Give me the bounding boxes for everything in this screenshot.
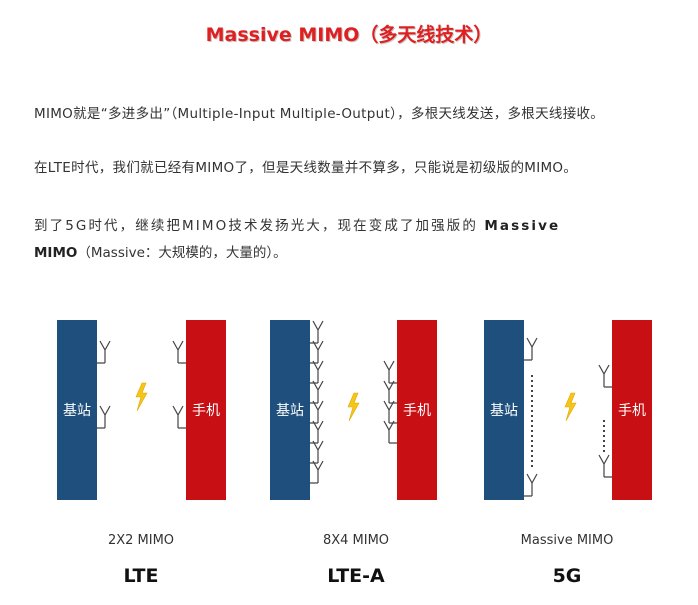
paragraph-5g-line1: 到了5G时代，继续把MIMO技术发扬光大，现在变成了加强版的 Massive — [34, 213, 666, 240]
caption-8x4-mimo: 8X4 MIMO — [322, 533, 390, 548]
lte-phone-antenna-1-icon — [172, 340, 187, 364]
paragraph-5g-suffix: （Massive：大规模的，大量的）。 — [77, 245, 287, 261]
lte-bs-antenna-1-icon — [96, 340, 111, 364]
paragraph-5g-text: 到了5G时代，继续把MIMO技术发扬光大，现在变成了加强版的 — [34, 218, 478, 234]
base-station-block-5g: 基站 — [484, 320, 524, 500]
phone-block-lte: 手机 — [186, 320, 226, 500]
lightning-icon-lte-a — [347, 392, 360, 422]
base-station-block-lte-a: 基站 — [270, 320, 310, 500]
caption-massive-mimo: Massive MIMO — [520, 533, 614, 548]
phone-block-lte-a: 手机 — [397, 320, 437, 500]
base-station-block-lte: 基站 — [57, 320, 97, 500]
paragraph-5g-era: 到了5G时代，继续把MIMO技术发扬光大，现在变成了加强版的 Massive MI… — [34, 213, 666, 267]
page-title: Massive MIMO（多天线技术） — [205, 24, 493, 46]
tech-label-5g: 5G — [552, 565, 582, 587]
5g-phone-antennas-icon — [598, 364, 613, 478]
lightning-icon-lte — [135, 382, 148, 412]
tech-label-lte-a: LTE-A — [327, 565, 385, 587]
mimo-bold: MIMO — [34, 245, 78, 261]
phone-block-5g: 手机 — [612, 320, 652, 500]
paragraph-lte-era: 在LTE时代，我们就已经有MIMO了，但是天线数量并不算多，只能说是初级版的MI… — [34, 160, 578, 176]
lte-a-bs-antennas-icon — [309, 320, 324, 484]
lte-bs-antenna-2-icon — [96, 405, 111, 429]
massive-bold: Massive — [484, 218, 561, 234]
caption-2x2-mimo: 2X2 MIMO — [107, 533, 175, 548]
lightning-icon-5g — [564, 392, 577, 422]
tech-label-lte: LTE — [123, 565, 159, 587]
lte-a-phone-antennas-icon — [383, 360, 398, 444]
paragraph-mimo-definition: MIMO就是“多进多出”（Multiple-Input Multiple-Out… — [34, 106, 605, 122]
5g-bs-antennas-icon — [523, 337, 538, 497]
lte-phone-antenna-2-icon — [172, 405, 187, 429]
